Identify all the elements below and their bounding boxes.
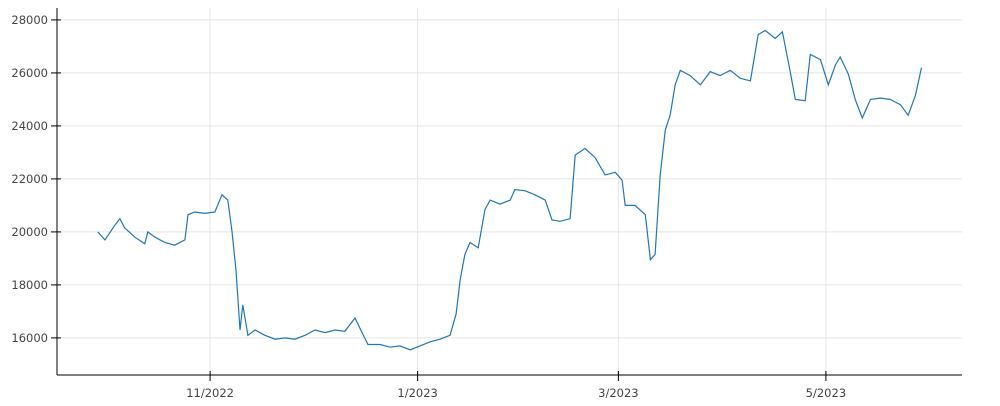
- x-tick-label: 11/2022: [186, 386, 234, 400]
- x-tick-label: 3/2023: [598, 386, 638, 400]
- y-tick-label: 16000: [11, 331, 48, 345]
- y-tick-label: 24000: [11, 119, 48, 133]
- y-tick-label: 18000: [11, 278, 48, 292]
- x-tick-label: 1/2023: [397, 386, 437, 400]
- y-tick-label: 22000: [11, 172, 48, 186]
- y-tick-label: 26000: [11, 66, 48, 80]
- x-tick-label: 5/2023: [806, 386, 846, 400]
- y-tick-label: 28000: [11, 13, 48, 27]
- price-line: [97, 29, 923, 351]
- y-tick-label: 20000: [11, 225, 48, 239]
